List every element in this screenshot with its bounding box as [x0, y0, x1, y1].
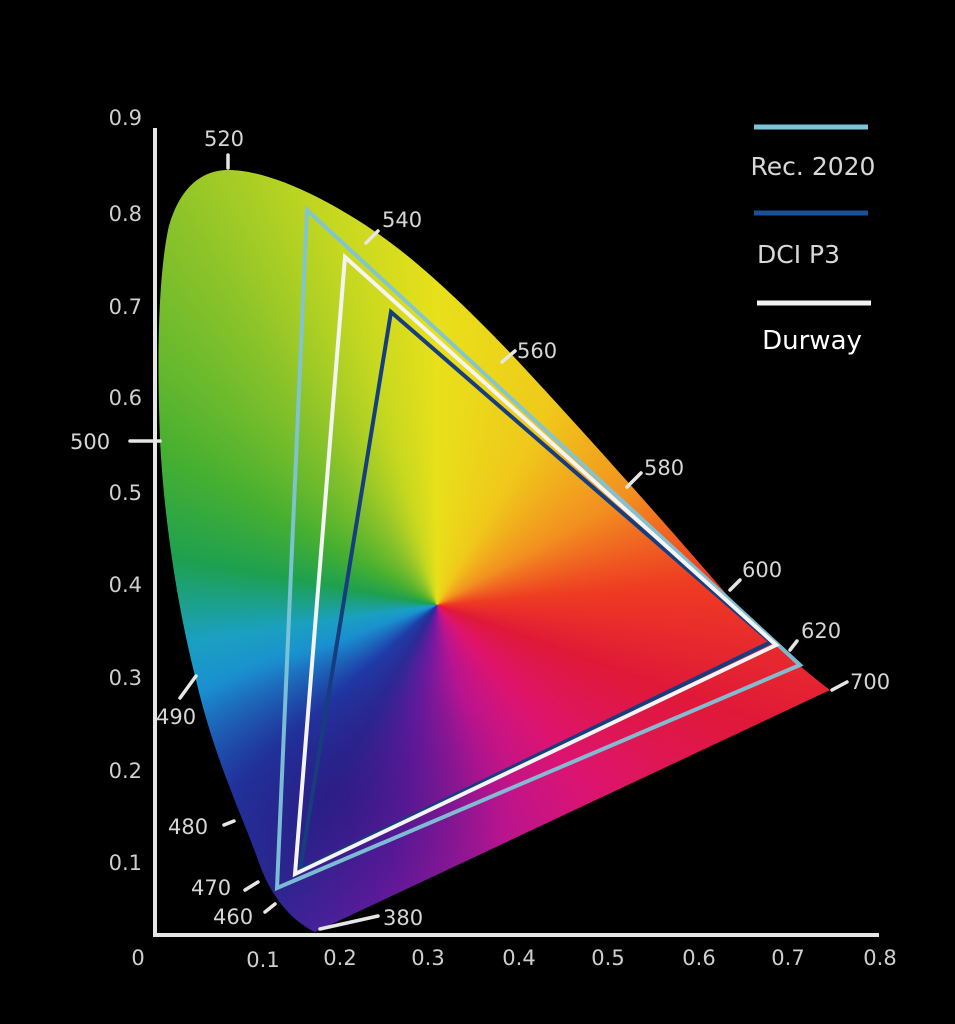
wavelength-label: 490 [156, 705, 196, 729]
x-tick-label: 0.8 [863, 946, 896, 970]
leader-560 [500, 349, 517, 364]
x-tick-label: 0.7 [771, 946, 804, 970]
wavelength-label: 500 [70, 430, 110, 454]
legend-label-dci-p3: DCI P3 [757, 240, 840, 269]
wavelength-label: 470 [191, 876, 231, 900]
wavelength-labels: 520 540 560 580 600 620 700 500 490 480 … [70, 127, 890, 930]
y-tick-label: 0.5 [109, 481, 142, 505]
x-tick-label: 0 [131, 946, 144, 970]
y-tick-label: 0.2 [109, 759, 142, 783]
leader-480 [222, 819, 236, 827]
wavelength-label: 600 [742, 558, 782, 582]
leader-620 [788, 639, 799, 652]
legend: Rec. 2020 DCI P3 Durway [751, 124, 876, 356]
x-tick-label: 0.1 [246, 948, 279, 972]
wavelength-label: 460 [213, 905, 253, 929]
dci-p3-triangle [297, 308, 775, 874]
y-tick-label: 0.4 [109, 573, 142, 597]
spectral-locus-outline [159, 170, 830, 932]
x-tick-label: 0.5 [591, 946, 624, 970]
durway-triangle [292, 252, 780, 878]
wavelength-label: 580 [644, 456, 684, 480]
x-tick-label: 0.2 [323, 946, 356, 970]
y-tick-label: 0.8 [109, 202, 142, 226]
gamut-triangles [274, 205, 804, 892]
legend-label-rec2020: Rec. 2020 [751, 152, 876, 181]
wavelength-label: 480 [168, 815, 208, 839]
leader-470 [243, 880, 260, 892]
y-tick-label: 0.6 [109, 386, 142, 410]
leader-490 [178, 674, 198, 700]
y-tick-label: 0.1 [109, 851, 142, 875]
y-tick-label: 0.3 [109, 666, 142, 690]
rec2020-triangle [274, 205, 804, 892]
axes [153, 128, 879, 937]
wavelength-label: 700 [850, 670, 890, 694]
y-tick-labels: 0.9 0.8 0.7 0.6 0.5 0.4 0.3 0.2 0.1 [109, 106, 142, 875]
wavelength-markers [128, 153, 849, 931]
wavelength-label: 540 [382, 208, 422, 232]
leader-700 [830, 680, 849, 692]
wavelength-label: 520 [204, 127, 244, 151]
x-tick-label: 0.4 [502, 946, 535, 970]
x-tick-label: 0.6 [682, 946, 715, 970]
leader-460 [263, 902, 277, 914]
y-tick-label: 0.7 [109, 295, 142, 319]
leader-600 [728, 578, 742, 592]
x-tick-label: 0.3 [411, 946, 444, 970]
leader-580 [625, 471, 643, 489]
wavelength-label: 560 [517, 339, 557, 363]
x-tick-labels: 0 0.1 0.2 0.3 0.4 0.5 0.6 0.7 0.8 [131, 946, 896, 972]
wavelength-label: 620 [801, 619, 841, 643]
legend-label-durway: Durway [762, 326, 862, 356]
leader-380 [318, 914, 380, 931]
leader-540 [364, 229, 380, 245]
wavelength-label: 380 [383, 906, 423, 930]
y-tick-label: 0.9 [109, 106, 142, 130]
